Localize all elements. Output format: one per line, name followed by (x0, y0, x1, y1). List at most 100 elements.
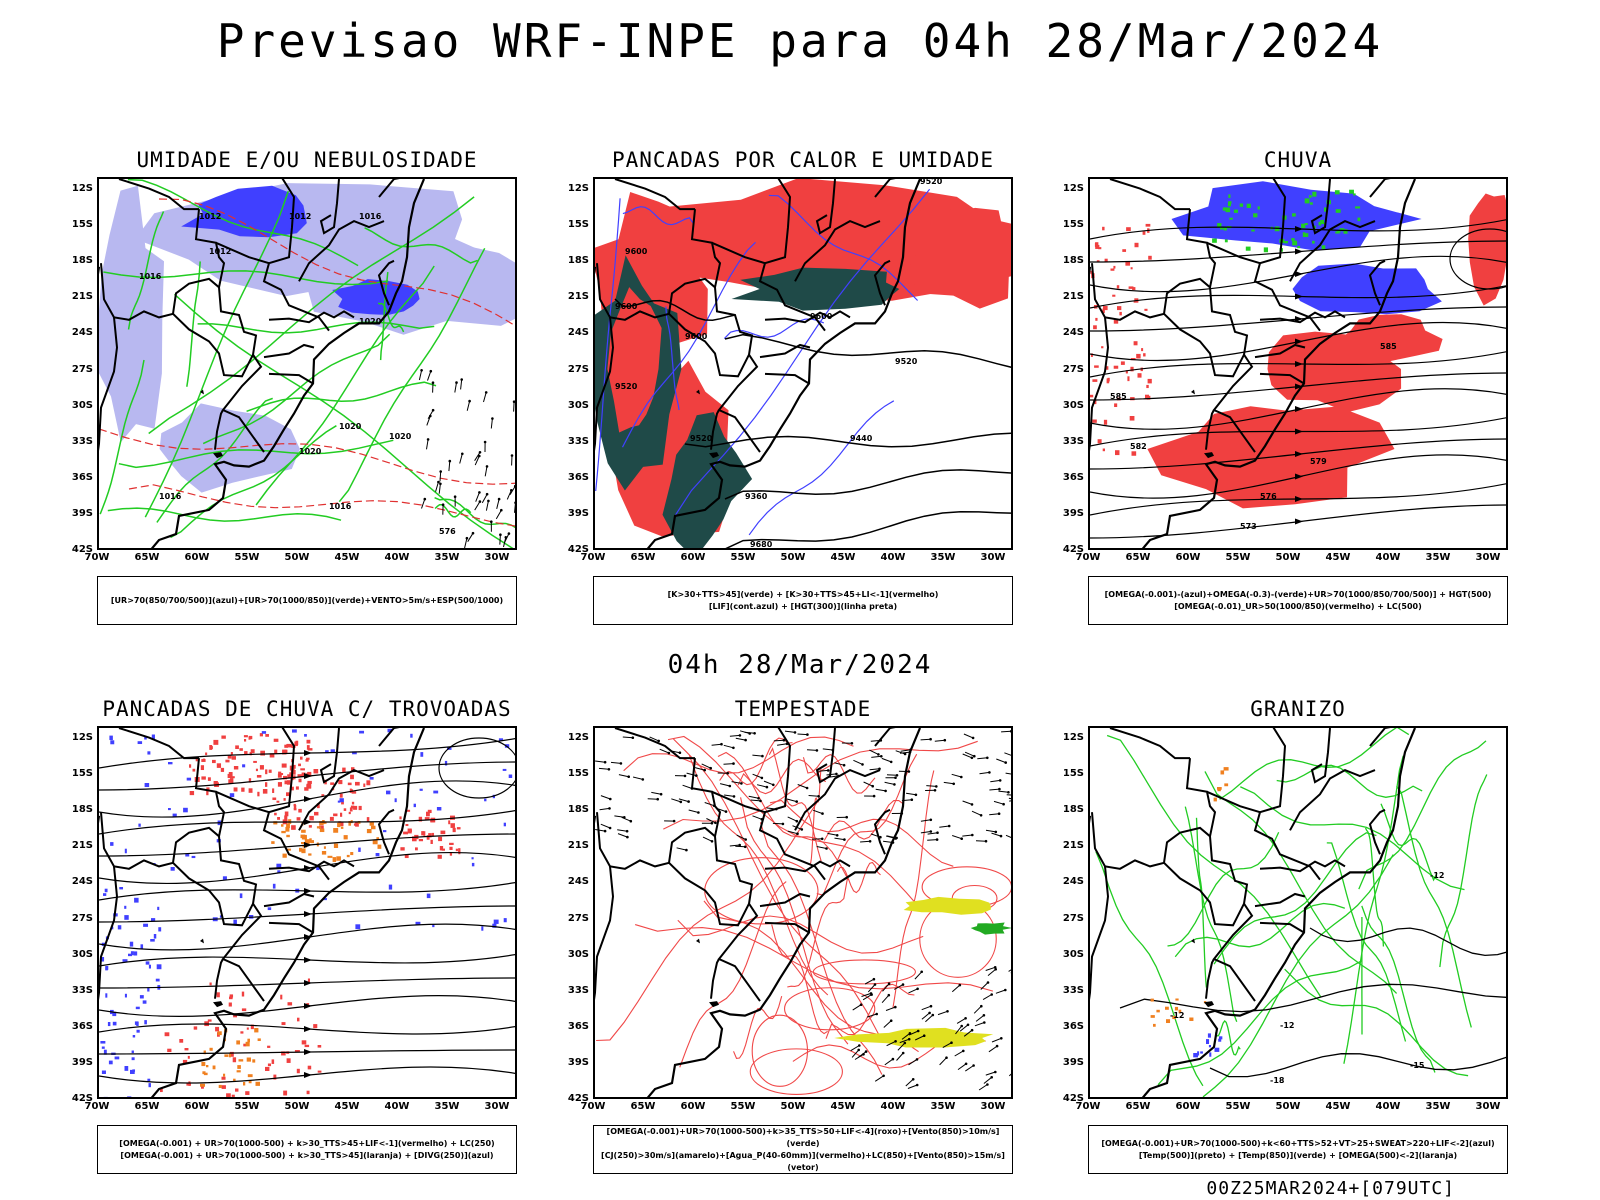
wind-vector-head (889, 1019, 893, 1022)
lon-label: 60W (1175, 552, 1201, 563)
omega-humidity-field (1146, 384, 1149, 389)
thunderstorm-field (329, 816, 334, 821)
border-line (194, 209, 265, 453)
divergence-field (508, 774, 513, 778)
divergence-field (144, 783, 150, 788)
wind-vector-head (609, 797, 612, 801)
border-line (794, 768, 881, 831)
wind-vector-head (986, 756, 989, 760)
lon-label: 35W (930, 1101, 956, 1112)
low-level-jet-contour (677, 915, 924, 954)
legend-line: [K>30+TTS>45](verde) + [K>30+TTS>45+LI<-… (667, 589, 939, 599)
lat-label: 27S (71, 912, 93, 924)
omega-humidity-field (1097, 439, 1102, 444)
border-line (118, 179, 199, 211)
lat-label: 15S (71, 768, 93, 780)
thunderstorm-field (207, 1019, 212, 1022)
lat-label: 15S (71, 219, 93, 231)
hgt-contour (725, 510, 1011, 548)
lat-label: 12S (1062, 183, 1084, 195)
humidity-low-contour (156, 397, 273, 523)
wind-vector (973, 1005, 982, 1014)
border-line (1253, 728, 1321, 881)
border-line (1259, 921, 1305, 934)
wind-vector (962, 800, 973, 805)
contour-label: 1020 (339, 422, 362, 431)
thunderstorm-field (349, 788, 352, 793)
contour-label: 576 (439, 527, 456, 536)
low-level-jet-contour (688, 755, 829, 996)
lat-label: 12S (1062, 732, 1084, 744)
lon-label: 45W (1325, 1101, 1351, 1112)
lif-contour (748, 400, 895, 536)
lon-label: 70W (1075, 1101, 1101, 1112)
thunderstorm-field (241, 1008, 247, 1012)
wind-vector (797, 784, 808, 789)
divergence-field (337, 800, 341, 803)
lagoon (213, 1001, 223, 1008)
subtitle: 04h 28/Mar/2024 (667, 650, 933, 680)
wind-vector (1009, 800, 1011, 802)
wind-vector-head (672, 819, 676, 823)
contour-label: -12 (1280, 1021, 1294, 1030)
wind-vector-head (936, 831, 939, 834)
wind-vector (723, 763, 734, 765)
divergence-field (100, 1041, 106, 1044)
divergence-field (359, 730, 365, 734)
omega-humidity-field (1122, 249, 1127, 252)
thunderstorm-field (201, 776, 206, 780)
lon-label: 60W (1175, 1101, 1201, 1112)
low-level-jet-contour (759, 822, 883, 1075)
thunderstorm-field (279, 782, 283, 787)
wind-vector-head (946, 1010, 949, 1013)
divergence-field (143, 923, 149, 927)
omega-500-field (1174, 1006, 1179, 1011)
wind-vector-head (820, 837, 824, 841)
lon-label: 55W (730, 1101, 756, 1112)
hail-field (1218, 1038, 1222, 1042)
wind-vector (862, 994, 872, 1001)
lat-label: 42S (567, 1093, 589, 1104)
divergence-field (502, 768, 507, 771)
border-line (377, 259, 395, 306)
divergence-field (222, 876, 227, 880)
wind-vector (427, 409, 434, 420)
thunderstorm-field (221, 1085, 226, 1089)
wind-vector-head (448, 459, 452, 463)
lon-label: 35W (930, 552, 956, 563)
low-level-jet-contour (812, 959, 916, 985)
contour-label: 9520 (895, 357, 918, 366)
contour-label: 585 (1110, 392, 1127, 401)
heavy-rain-field (212, 1065, 216, 1070)
heavy-rain-field (343, 835, 348, 840)
low-level-jet-contour (623, 736, 854, 774)
contour-label: 576 (1260, 492, 1277, 501)
wind-vector (600, 823, 611, 829)
wind-vector (475, 492, 480, 502)
omega-strong-field (1217, 223, 1222, 228)
divergence-field (157, 906, 160, 911)
thunderstorm-field (399, 816, 402, 820)
wind-vector (955, 1025, 963, 1035)
thunderstorm-field (276, 800, 280, 803)
temp-850-contour (1214, 1020, 1241, 1056)
hail-field (1197, 1051, 1200, 1056)
wind-vector-head (877, 753, 880, 756)
wind-vector (857, 1051, 867, 1058)
contour-label: 579 (1310, 457, 1327, 466)
heavy-rain-field (201, 1061, 206, 1067)
wind-vector (514, 502, 515, 513)
thunderstorm-field (314, 811, 319, 816)
thunderstorm-field (241, 991, 245, 997)
wind-850-field (970, 922, 1011, 935)
wind-vector-head (999, 834, 1003, 838)
wind-vector (939, 1057, 947, 1066)
thunderstorm-field (317, 1070, 322, 1073)
thunderstorm-field (306, 784, 312, 789)
border-line (759, 892, 811, 908)
wind-vector (867, 984, 876, 993)
omega-humidity-field (1096, 260, 1100, 263)
wind-vector (682, 784, 693, 789)
divergence-field (147, 987, 150, 992)
omega-strong-field (1291, 238, 1295, 241)
